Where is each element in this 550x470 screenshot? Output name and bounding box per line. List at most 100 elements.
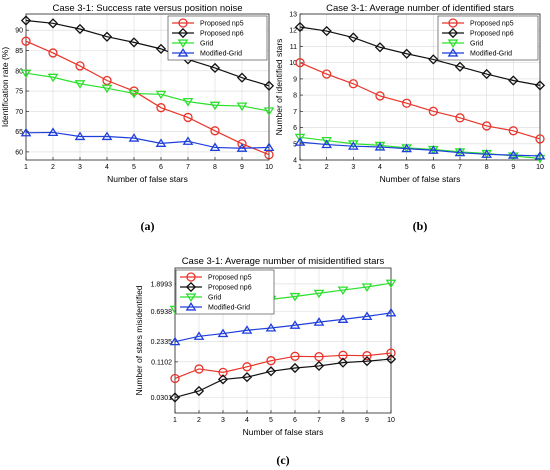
data-point [402, 98, 412, 108]
data-point [74, 23, 86, 35]
data-point [386, 348, 396, 358]
data-point [210, 126, 220, 136]
data-point [361, 283, 373, 292]
legend-marker [185, 281, 197, 293]
data-point [128, 133, 140, 142]
data-point [169, 336, 181, 346]
y-tick-label: 85 [15, 48, 23, 55]
data-point [101, 84, 113, 94]
data-point [182, 136, 194, 145]
data-point [75, 61, 85, 71]
legend: Proposed np5 Proposed np6 Grid Modified-Gri… [437, 15, 539, 61]
data-point [321, 136, 333, 146]
legend-marker [448, 18, 458, 28]
legend-label: Proposed np6 [208, 285, 252, 292]
y-tick-label: 75 [15, 89, 23, 96]
data-point [481, 68, 492, 80]
data-point [314, 352, 324, 362]
legend-label: Grid [208, 295, 221, 302]
data-point [169, 392, 181, 403]
chart-caption: (b) [413, 219, 428, 233]
data-point [375, 91, 385, 101]
data-point [263, 107, 275, 116]
data-point [48, 48, 58, 58]
data-point [535, 134, 545, 144]
data-point [294, 133, 306, 143]
y-tick-label: 70 [15, 109, 23, 116]
chart-0: 1 2 3 4 5 6 7 8 9 10 60 65 70 75 80 85 90 Case 3-1: Succe… [0, 3, 275, 233]
x-tick-label: 3 [221, 417, 225, 424]
x-tick-label: 2 [197, 417, 201, 424]
y-tick-label: 0.0301 [151, 395, 173, 402]
data-point [241, 372, 253, 383]
data-point [337, 314, 349, 323]
data-point [218, 367, 228, 378]
x-tick-label: 7 [186, 164, 190, 171]
series-line-proposed-np6 [299, 26, 541, 86]
data-point [20, 127, 32, 137]
data-point [209, 101, 221, 111]
legend-label: Proposed np5 [470, 21, 514, 28]
y-tick-label: 8 [293, 93, 297, 100]
plot-frame [25, 13, 270, 161]
data-point [183, 112, 193, 123]
data-point [101, 131, 113, 141]
legend-marker [447, 39, 459, 49]
data-point [385, 353, 397, 365]
y-tick-label: 4 [293, 158, 297, 165]
y-tick-label: 9 [293, 76, 297, 83]
x-tick-label: 10 [265, 164, 273, 171]
data-point [427, 145, 439, 154]
data-point [128, 89, 140, 99]
legend-label: Modified-Grid [470, 51, 512, 58]
data-point [401, 48, 412, 59]
data-point [182, 98, 194, 107]
x-tick-label: 2 [325, 164, 329, 171]
x-tick-label: 6 [159, 164, 163, 171]
y-tick-label: 80 [15, 68, 23, 75]
legend-marker [177, 39, 189, 49]
data-point [266, 356, 276, 366]
x-tick-label: 10 [387, 417, 395, 424]
data-point [20, 69, 32, 79]
legend: Proposed np5 Proposed np6 Grid Modified-Gri… [167, 15, 268, 61]
data-point [193, 331, 205, 340]
data-point [454, 147, 466, 157]
data-point [313, 360, 325, 372]
y-tick-label: 60 [15, 149, 23, 156]
data-point [348, 32, 359, 43]
data-point [374, 142, 386, 151]
x-tick-label: 9 [511, 164, 515, 171]
data-point [347, 141, 359, 150]
x-tick-label: 7 [458, 164, 462, 171]
data-point [507, 150, 519, 159]
data-point [321, 139, 333, 149]
y-tick-label: 12 [289, 28, 297, 35]
x-tick-label: 4 [378, 164, 382, 171]
data-point [194, 364, 204, 374]
x-tick-label: 7 [317, 417, 321, 424]
legend-marker [185, 301, 197, 311]
data-point [74, 80, 86, 89]
y-tick-label: 0.2335 [151, 339, 173, 346]
data-point [295, 58, 305, 68]
data-point [263, 142, 275, 152]
legend-label: Grid [200, 41, 213, 48]
data-point [193, 385, 205, 397]
x-axis-label: Number of false stars [243, 427, 324, 437]
legend-marker [177, 47, 189, 57]
y-axis-label: Identification rate (%) [0, 47, 10, 127]
series-line-proposed-np5 [25, 40, 270, 156]
data-point [21, 36, 31, 46]
x-tick-label: 9 [365, 417, 369, 424]
legend-marker [447, 27, 459, 39]
data-point [322, 69, 332, 79]
data-point [481, 149, 493, 158]
y-tick-label: 0.6938 [151, 309, 173, 316]
data-point [428, 54, 439, 65]
chart-2: 1 2 3 4 5 6 7 8 9 10 0.0301 0.1102 0.2335 0.6938 1.899… [134, 256, 397, 467]
data-point [361, 311, 373, 320]
data-point [47, 127, 59, 137]
x-tick-label: 2 [51, 164, 55, 171]
